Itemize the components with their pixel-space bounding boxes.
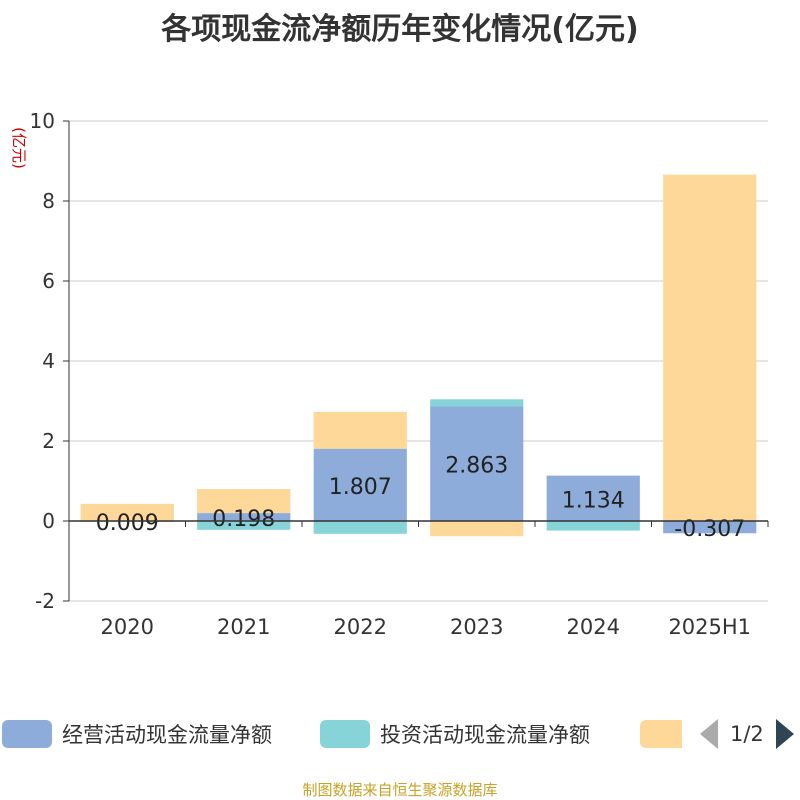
y-tick-label: 8 bbox=[42, 189, 55, 213]
legend-swatch-investing bbox=[320, 720, 370, 748]
bar-segment-0-2024 bbox=[546, 475, 640, 521]
bar-segment-0-2022 bbox=[313, 448, 407, 521]
legend-page-indicator: 1/2 bbox=[730, 722, 764, 746]
x-tick-label: 2025H1 bbox=[668, 615, 751, 639]
bar-segment-1-2024 bbox=[546, 521, 640, 531]
data-label-2024: 1.134 bbox=[562, 488, 625, 513]
pager-next-icon[interactable] bbox=[775, 719, 794, 749]
y-tick-label: 4 bbox=[42, 349, 55, 373]
bar-segment-2-2025H1 bbox=[663, 174, 757, 521]
data-label-2020: 0.009 bbox=[96, 511, 159, 536]
x-tick-label: 2023 bbox=[450, 615, 503, 639]
bar-segment-2-2021 bbox=[197, 489, 291, 514]
y-tick-label: 10 bbox=[30, 109, 55, 133]
y-tick-label: 6 bbox=[42, 269, 55, 293]
data-label-2021: 0.198 bbox=[212, 507, 275, 532]
chart-title: 各项现金流净额历年变化情况(亿元) bbox=[161, 12, 639, 47]
legend-item-operating[interactable]: 经营活动现金流量净额 bbox=[2, 719, 272, 749]
bar-segment-0-2023 bbox=[430, 406, 524, 521]
y-tick-label: -2 bbox=[35, 589, 55, 613]
bar-segment-1-2022 bbox=[313, 521, 407, 534]
legend-pager: 1/2 bbox=[700, 719, 794, 749]
source-note: 制图数据来自恒生聚源数据库 bbox=[302, 781, 498, 799]
x-tick-label: 2021 bbox=[217, 615, 270, 639]
bar-segment-2-2022 bbox=[313, 411, 407, 449]
y-axis-label: (亿元) bbox=[10, 127, 28, 169]
legend: 经营活动现金流量净额 投资活动现金流量净额 1/2 bbox=[0, 715, 800, 755]
legend-swatch-financing bbox=[640, 720, 682, 748]
x-tick-label: 2020 bbox=[101, 615, 154, 639]
legend-label-operating: 经营活动现金流量净额 bbox=[62, 723, 272, 747]
bar-segment-2-2023 bbox=[430, 521, 524, 537]
data-label-2023: 2.863 bbox=[445, 454, 508, 479]
bar-segment-2-2020 bbox=[80, 503, 174, 521]
y-tick-label: 2 bbox=[42, 429, 55, 453]
bar-segment-1-2021 bbox=[197, 521, 291, 530]
bar-segment-1-2023 bbox=[430, 399, 524, 407]
pager-prev-icon[interactable] bbox=[700, 719, 718, 749]
y-tick-label: 0 bbox=[42, 509, 55, 533]
legend-item-financing[interactable] bbox=[640, 719, 682, 749]
legend-item-investing[interactable]: 投资活动现金流量净额 bbox=[320, 719, 590, 749]
bar-segment-0-2021 bbox=[197, 513, 291, 521]
legend-label-investing: 投资活动现金流量净额 bbox=[380, 723, 590, 747]
bar-segment-0-2025H1 bbox=[663, 521, 757, 534]
data-label-2022: 1.807 bbox=[329, 475, 392, 500]
legend-swatch-operating bbox=[2, 720, 52, 748]
x-tick-label: 2024 bbox=[567, 615, 620, 639]
x-tick-label: 2022 bbox=[334, 615, 387, 639]
